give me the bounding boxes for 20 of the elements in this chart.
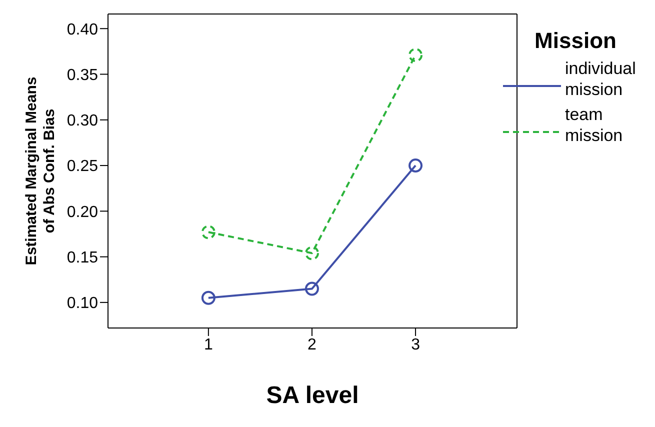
point bbox=[201, 225, 216, 240]
y-tick-label: 0.35 bbox=[66, 66, 98, 84]
y-tick-label: 0.40 bbox=[66, 21, 98, 38]
point bbox=[408, 158, 423, 173]
point bbox=[408, 48, 423, 62]
point bbox=[304, 282, 319, 296]
y-axis-title: Estimated Marginal Means of Abs Conf. Bias bbox=[23, 76, 58, 266]
y-tick-label: 0.25 bbox=[66, 158, 98, 176]
y-tick-label: 0.30 bbox=[66, 112, 98, 130]
y-tick-label: 0.15 bbox=[66, 249, 98, 266]
x-axis-title: SA level bbox=[266, 382, 359, 409]
y-tick-label: 0.20 bbox=[66, 204, 98, 221]
legend-title: Mission bbox=[534, 28, 618, 54]
point bbox=[201, 290, 216, 305]
legend-label: team mission bbox=[565, 104, 624, 146]
point bbox=[304, 246, 319, 260]
x-tick-label: 2 bbox=[308, 336, 317, 354]
y-tick-label: 0.10 bbox=[66, 295, 98, 312]
x-tick-label: 1 bbox=[204, 336, 213, 354]
x-tick-label: 3 bbox=[411, 336, 420, 354]
